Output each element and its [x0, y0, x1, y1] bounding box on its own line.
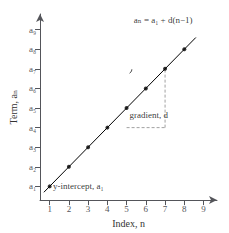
svg-text:a₃: a₃	[29, 142, 36, 152]
svg-text:5: 5	[124, 204, 129, 214]
svg-text:6: 6	[144, 204, 149, 214]
svg-text:gradient, d: gradient, d	[129, 110, 168, 120]
svg-text:a₇: a₇	[29, 64, 36, 74]
svg-text:1: 1	[47, 204, 52, 214]
svg-text:a₅: a₅	[29, 103, 36, 113]
svg-text:a₂: a₂	[29, 162, 36, 172]
svg-text:9: 9	[201, 204, 206, 214]
svg-text:2: 2	[67, 204, 72, 214]
svg-text:7: 7	[163, 204, 168, 214]
svg-text:aₙ = a₁ + d(n−1): aₙ = a₁ + d(n−1)	[134, 15, 193, 25]
svg-text:a₄: a₄	[29, 123, 36, 133]
svg-text:3: 3	[86, 204, 91, 214]
svg-text:Term, aₙ: Term, aₙ	[8, 90, 19, 125]
svg-text:a₆: a₆	[29, 83, 36, 93]
svg-text:Index, n: Index, n	[112, 218, 145, 229]
svg-text:a₁: a₁	[29, 181, 36, 191]
svg-text:4: 4	[105, 204, 110, 214]
svg-text:a₈: a₈	[29, 44, 36, 54]
svg-text:a₉: a₉	[29, 25, 36, 35]
svg-text:y-intercept, a₁: y-intercept, a₁	[53, 181, 104, 191]
svg-text:8: 8	[182, 204, 187, 214]
